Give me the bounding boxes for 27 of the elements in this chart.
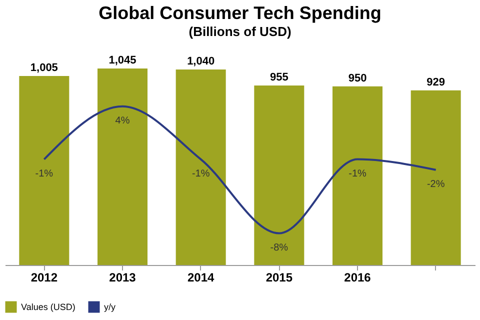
data-label: -2% — [426, 178, 445, 190]
data-label: -8% — [270, 242, 288, 254]
data-label: 4% — [115, 115, 130, 126]
bar — [98, 68, 148, 265]
x-tick-label: 2013 — [109, 270, 136, 284]
chart-subtitle: (Billions of USD) — [188, 24, 292, 39]
data-label: 1,040 — [187, 55, 215, 68]
bar — [19, 76, 70, 265]
data-label: 955 — [270, 71, 288, 84]
data-label: 1,045 — [108, 54, 136, 67]
x-tick-label: 2012 — [30, 270, 58, 284]
x-tick-label: 2016 — [344, 270, 372, 284]
x-tick-label: 2014 — [187, 270, 215, 284]
data-label: 929 — [426, 76, 446, 88]
bar — [254, 85, 304, 265]
chart-title: Global Consumer Tech Spending — [98, 3, 382, 23]
legend-label: y/y — [104, 302, 116, 312]
bar — [176, 69, 226, 265]
bar — [332, 86, 382, 265]
bar — [410, 90, 461, 265]
data-label: -1% — [192, 168, 210, 180]
data-label: 950 — [348, 72, 367, 84]
legend-label: Values (USD) — [21, 302, 76, 312]
data-label: -1% — [348, 168, 366, 180]
data-label: 1,005 — [30, 62, 58, 74]
x-tick-label: 2015 — [266, 270, 293, 284]
data-label: -1% — [35, 168, 54, 180]
